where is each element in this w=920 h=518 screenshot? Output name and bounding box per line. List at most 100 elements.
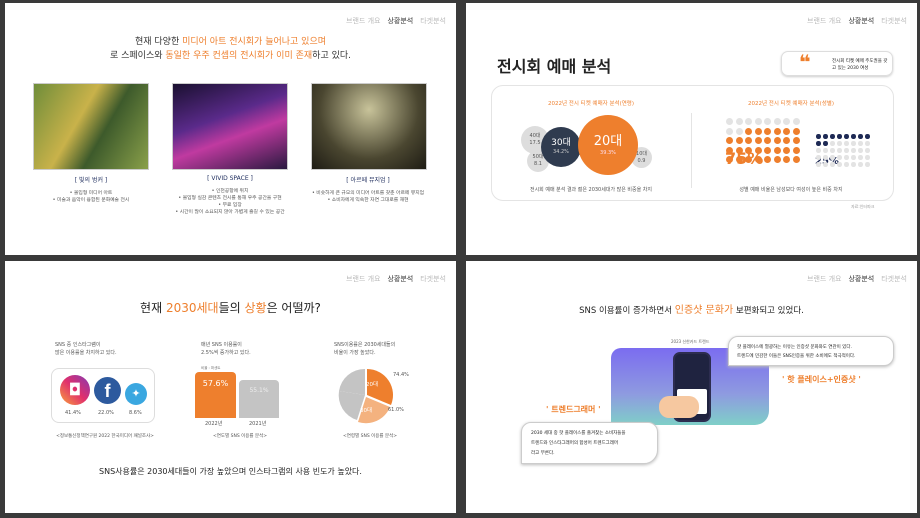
male-dot [858,148,863,153]
female-dot [735,118,743,125]
nav-situation[interactable]: 상황분석 [848,17,875,25]
slide-3: 브랜드 개요 상황분석 타겟분석 현재 2030세대들의 상황은 어떨까? SNS … [5,261,456,513]
text-line: 2.5%씩 증가하고 있다. [201,350,251,356]
slide-2: 브랜드 개요 상황분석 타겟분석 전시회 예매 분석 ❝ 전시회 티켓 예매 주도권… [466,3,917,255]
female-dot [754,118,762,125]
bullet: • 미술과 음악이 융합된 문화예술 전시 [52,198,130,203]
text-line: 매년 SNS 이용률이 [201,342,242,348]
male-dot [858,141,863,146]
card-title: [ VIVID SPACE ] [207,175,253,182]
bullet: • 인천공항에 위치 [211,189,249,194]
bubble-20s: 20대 39.3% [578,115,638,175]
text-line: 라고 부른다. [531,451,555,456]
nav-brand[interactable]: 브랜드 개요 [807,275,842,283]
female-dot [792,156,800,163]
female-percent: 75% [725,149,764,168]
female-dot [783,118,790,125]
nav-target[interactable]: 타겟분석 [420,275,446,283]
sns-icon-box: ◘ f ✦ 41.4% 22.0% 8.6% [51,368,155,423]
male-dot [844,134,849,139]
facebook-icon: f [94,377,121,404]
female-dot [754,127,762,135]
hand-illustration [659,396,699,418]
pie-value-30s: 61.0% [388,407,404,413]
female-dot [754,146,762,154]
female-dot [735,137,743,144]
bubble-value: 34.2% [553,149,569,155]
female-dot [745,137,752,144]
text-line: 많은 이용률을 차지하고 있다. [55,350,117,356]
nav-brand[interactable]: 브랜드 개요 [807,17,842,25]
slide-nav: 브랜드 개요 상황분석 타겟분석 [807,16,907,26]
male-dot [858,162,863,167]
slide-1: 브랜드 개요 상황분석 타겟분석 현재 다양한 미디어 아트 전시회가 늘어나고 있… [5,3,456,255]
nav-target[interactable]: 타겟분석 [881,275,907,283]
bubble-30s: 30대 34.2% [541,127,581,167]
gender-chart-title: 2022년 전시 티켓 예매자 분석(성별) [747,101,834,107]
title-highlight: 2030세대 [165,301,219,315]
female-dot [735,127,743,135]
female-dot [783,146,790,154]
col2-text: 매년 SNS 이용률이 2.5%씩 증가하고 있다. [201,341,251,357]
keyword-hotplace: ' 핫 플레이스+인증샷 ' [782,375,861,384]
keyword-trendgrammer: ' 트렌드그래머 ' [546,405,601,414]
slide-nav: 브랜드 개요 상황분석 타겟분석 [346,16,446,26]
chart-unit: 비율 : 퍼센트 [201,366,221,370]
bubble-value: 8.1 [534,161,542,167]
bullet: • 비슷하게 큰 규모의 미디어 아트를 갖춘 아르떼 뮤지엄 [311,191,425,196]
bubble-label: 50대 [532,154,544,160]
twitter-value: 8.6% [129,410,142,416]
text-line: 트렌드에 민감한 이들은 SNS인증을 위한 소비에도 적극적이다. [737,354,856,359]
male-dot [865,162,870,167]
card-arte: [ 아르떼 뮤지엄 ] • 비슷하게 큰 규모의 미디어 아트를 갖춘 아르떼 뮤… [293,175,443,204]
nav-target[interactable]: 타겟분석 [420,17,446,25]
female-dot [745,146,752,154]
text-line: 2030 세대 중 핫 플레이스를 즐겨찾는 소비자들을 [531,431,626,436]
female-dot [783,127,790,135]
bar-2022: 57.6% [195,372,236,418]
female-dot [764,156,771,163]
female-dot [735,146,743,154]
male-dot [837,155,842,160]
age-caption: 전시회 예매 분석 결과 젊은 2030세대가 많은 비중을 차지 [529,187,653,193]
title-text: 하고 있다. [312,51,352,61]
bullet: • 몰입형 실감 콘텐츠 전시를 통해 우주 공간을 구현 [178,196,282,201]
text-line: SNS 중 인스타그램이 [55,342,101,348]
female-dot [792,146,800,154]
female-dot [783,137,790,144]
instagram-icon: ◘ [60,375,90,405]
source-note: 자료:인터파크 [851,204,875,209]
male-dot [851,162,856,167]
nav-brand[interactable]: 브랜드 개요 [346,275,381,283]
male-dot [837,148,842,153]
gender-caption: 성별 예매 비율은 남성보다 여성이 높은 비중 차지 [739,187,843,193]
col3-text: SNS이용률은 2030세대들의 비율이 가장 높았다. [334,341,395,357]
nav-situation[interactable]: 상황분석 [848,275,875,283]
nav-situation[interactable]: 상황분석 [387,17,414,25]
bubble-label: 20대 [593,133,623,149]
title-text: 현재 다양한 [134,37,183,47]
photo-vivid-space [172,83,288,170]
facebook-value: 22.0% [98,410,114,416]
female-dot [773,137,781,144]
nav-target[interactable]: 타겟분석 [881,17,907,25]
age-chart-title: 2022년 전시 티켓 예매자 분석(연령) [547,101,634,107]
speech-bubble-trendgrammer: 2030 세대 중 핫 플레이스를 즐겨찾는 소비자들을 트렌드와 인스타그래머의… [521,422,658,464]
title-text: 보편화되고 있었다. [733,306,804,316]
male-dot [844,155,849,160]
female-dot [745,127,752,135]
female-dot [773,146,781,154]
male-dot [816,155,821,160]
bubble-label: 10대 [636,150,647,157]
col3-source: <연령별 SNS 이용률 분석> [342,434,398,439]
nav-situation[interactable]: 상황분석 [387,275,414,283]
nav-brand[interactable]: 브랜드 개요 [346,17,381,25]
photo-arte-museum [311,83,427,170]
male-percent: 25% [815,156,839,167]
slide-title: SNS 이용률이 증가하면서 인증샷 문화가 보편화되고 있었다. [466,301,917,316]
female-dot [764,127,771,135]
male-dot [851,148,856,153]
pie-value-20s: 74.4% [393,372,409,378]
male-dot [837,162,842,167]
